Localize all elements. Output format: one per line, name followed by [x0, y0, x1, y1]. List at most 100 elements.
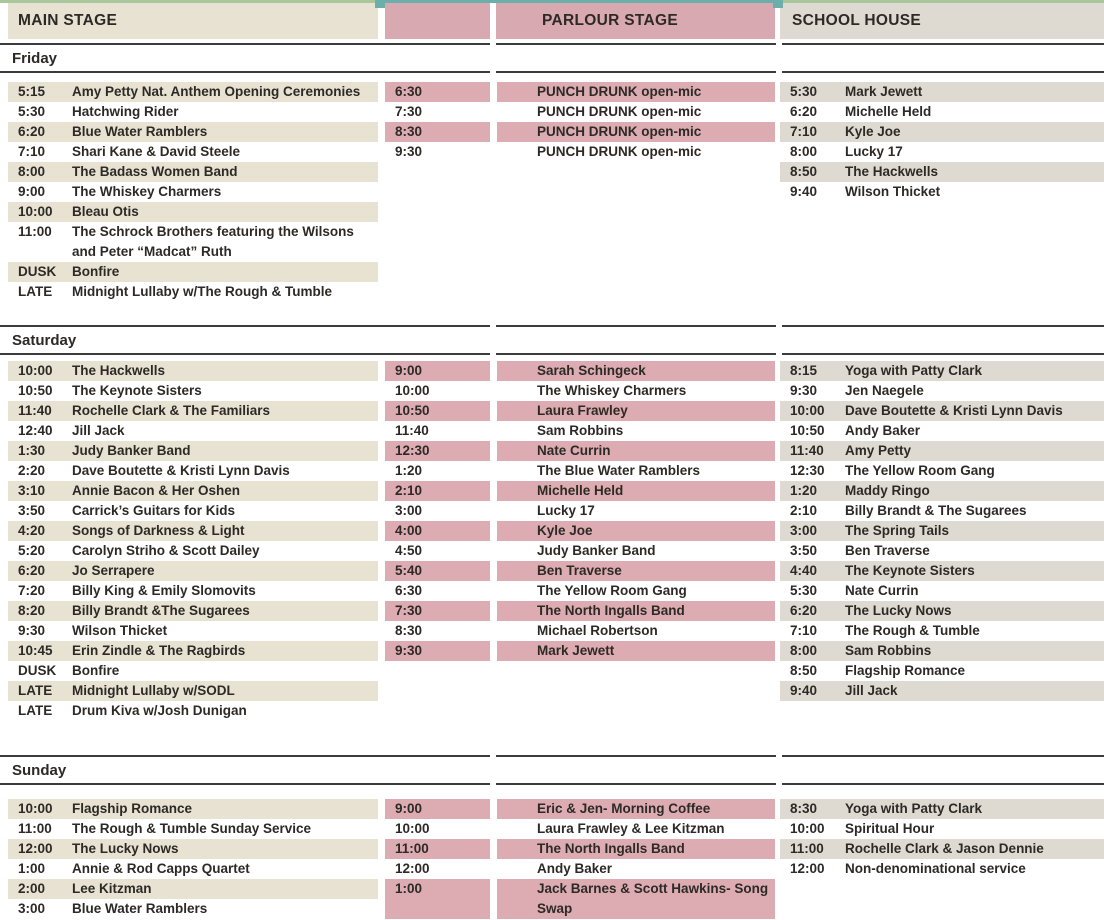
schedule-row: 9:00 Eric & Jen- Morning Coffee: [385, 799, 775, 819]
schedule-row: 6:30 The Yellow Room Gang: [385, 581, 775, 601]
time-cell: 9:40: [790, 184, 818, 199]
schedule-row: 7:20 Billy King & Emily Slomovits: [8, 581, 378, 601]
act-cell: Laura Frawley: [497, 401, 775, 421]
act-cell: The Badass Women Band: [72, 164, 238, 179]
header-gutter-line: [490, 3, 496, 39]
schedule-row: 3:00 Blue Water Ramblers: [8, 899, 378, 919]
act-cell: Yoga with Patty Clark: [845, 801, 983, 816]
act-cell: Lucky 17: [537, 503, 595, 518]
act-cell: Nate Currin: [845, 583, 919, 598]
act-cell: Flagship Romance: [72, 801, 193, 816]
time-cell: 7:30: [385, 601, 490, 621]
time-cell: 8:00: [790, 643, 818, 658]
time-cell: 11:00: [18, 821, 52, 836]
time-cell: 9:30: [18, 623, 46, 638]
act-cell: Carolyn Striho & Scott Dailey: [72, 543, 260, 558]
act-cell: The Keynote Sisters: [72, 383, 202, 398]
stage-title: PARLOUR STAGE: [542, 12, 678, 29]
act-cell: Kyle Joe: [845, 124, 901, 139]
schedule-row: 10:00 Flagship Romance: [8, 799, 378, 819]
stage-title: MAIN STAGE: [18, 12, 118, 29]
time-cell: 3:00: [18, 901, 46, 916]
act-cell: Amy Petty Nat. Anthem Opening Ceremonies: [72, 84, 361, 99]
time-cell: 10:50: [385, 401, 490, 421]
schedule-row: 10:50 Andy Baker: [780, 421, 1104, 441]
act-cell: Flagship Romance: [845, 663, 966, 678]
act-cell: Michelle Held: [497, 481, 775, 501]
stage-title: SCHOOL HOUSE: [792, 12, 922, 29]
top-strip-right: [777, 0, 1104, 3]
time-cell: 3:50: [18, 503, 46, 518]
band-gap: [776, 325, 782, 355]
sunday-school-house-schedule: 8:30 Yoga with Patty Clark 10:00 Spiritu…: [780, 799, 1104, 879]
schedule-row: 7:10 The Rough & Tumble: [780, 621, 1104, 641]
schedule-row: 3:10 Annie Bacon & Her Oshen: [8, 481, 378, 501]
schedule-row: 10:50 Laura Frawley: [385, 401, 775, 421]
act-cell: Andy Baker: [537, 861, 613, 876]
schedule-row: 7:30 PUNCH DRUNK open-mic: [385, 102, 775, 122]
time-cell: 7:20: [18, 583, 46, 598]
act-cell: Wilson Thicket: [845, 184, 941, 199]
schedule-row: 6:30 PUNCH DRUNK open-mic: [385, 82, 775, 102]
act-cell: Dave Boutette & Kristi Lynn Davis: [845, 403, 1063, 418]
schedule-row: LATE Midnight Lullaby w/The Rough & Tumb…: [8, 282, 378, 302]
schedule-row: 4:40 The Keynote Sisters: [780, 561, 1104, 581]
day-heading-saturday: Saturday: [0, 325, 1104, 355]
act-cell: Bonfire: [72, 264, 120, 279]
time-cell: 8:30: [395, 623, 423, 638]
schedule-row: 2:00 Lee Kitzman: [8, 879, 378, 899]
time-cell: 3:00: [790, 523, 818, 538]
act-cell: The Lucky Nows: [72, 841, 179, 856]
act-cell: Rochelle Clark & The Familiars: [72, 403, 271, 418]
schedule-row: 2:20 Dave Boutette & Kristi Lynn Davis: [8, 461, 378, 481]
time-cell: 1:30: [18, 443, 46, 458]
schedule-row: 12:30 Nate Currin: [385, 441, 775, 461]
act-cell: The Hackwells: [845, 164, 939, 179]
schedule-row: 4:20 Songs of Darkness & Light: [8, 521, 378, 541]
time-cell: 5:30: [790, 583, 818, 598]
schedule-row: 7:10 Shari Kane & David Steele: [8, 142, 378, 162]
time-cell: 5:15: [18, 84, 46, 99]
day-label: Saturday: [12, 331, 77, 349]
time-cell: 6:20: [18, 563, 46, 578]
act-cell: PUNCH DRUNK open-mic: [497, 82, 775, 102]
time-cell: 5:30: [18, 104, 46, 119]
time-cell: 12:30: [385, 441, 490, 461]
act-cell: Billy Brandt &The Sugarees: [72, 603, 250, 618]
schedule-row: 5:30 Mark Jewett: [780, 82, 1104, 102]
time-cell: 1:00: [385, 879, 490, 919]
act-cell: Jo Serrapere: [72, 563, 155, 578]
schedule-row: 9:30 PUNCH DRUNK open-mic: [385, 142, 775, 162]
schedule-row: LATE Drum Kiva w/Josh Dunigan: [8, 701, 378, 721]
time-cell: 5:40: [385, 561, 490, 581]
stage-header-school-house: SCHOOL HOUSE: [780, 3, 1104, 39]
schedule-row: 10:50 The Keynote Sisters: [8, 381, 378, 401]
act-cell: Eric & Jen- Morning Coffee: [497, 799, 775, 819]
act-cell: The Rough & Tumble Sunday Service: [72, 821, 312, 836]
act-cell: Jill Jack: [845, 683, 898, 698]
schedule-row: 5:20 Carolyn Striho & Scott Dailey: [8, 541, 378, 561]
schedule-row: 6:20 Jo Serrapere: [8, 561, 378, 581]
time-cell: 4:50: [395, 543, 423, 558]
schedule-row: 11:40 Amy Petty: [780, 441, 1104, 461]
schedule-row: 3:00 The Spring Tails: [780, 521, 1104, 541]
schedule-row: 8:50 Flagship Romance: [780, 661, 1104, 681]
schedule-row: 8:20 Billy Brandt &The Sugarees: [8, 601, 378, 621]
schedule-row: 12:00 Non-denominational service: [780, 859, 1104, 879]
schedule-row: 11:00 The Rough & Tumble Sunday Service: [8, 819, 378, 839]
sunday-parlour-stage-schedule: 9:00 Eric & Jen- Morning Coffee 10:00 La…: [385, 799, 775, 919]
act-cell: Wilson Thicket: [72, 623, 168, 638]
band-gap: [490, 325, 496, 355]
act-cell: Amy Petty: [845, 443, 912, 458]
act-cell: Nate Currin: [497, 441, 775, 461]
day-label: Sunday: [12, 761, 67, 779]
act-cell: Shari Kane & David Steele: [72, 144, 241, 159]
time-cell: 11:40: [395, 423, 429, 438]
schedule-row: 9:30 Jen Naegele: [780, 381, 1104, 401]
act-cell: Jen Naegele: [845, 383, 924, 398]
schedule-row: 6:20 Michelle Held: [780, 102, 1104, 122]
schedule-row: 7:30 The North Ingalls Band: [385, 601, 775, 621]
time-cell: 10:00: [395, 821, 430, 836]
schedule-row: 5:40 Ben Traverse: [385, 561, 775, 581]
schedule-row: 8:00 Sam Robbins: [780, 641, 1104, 661]
